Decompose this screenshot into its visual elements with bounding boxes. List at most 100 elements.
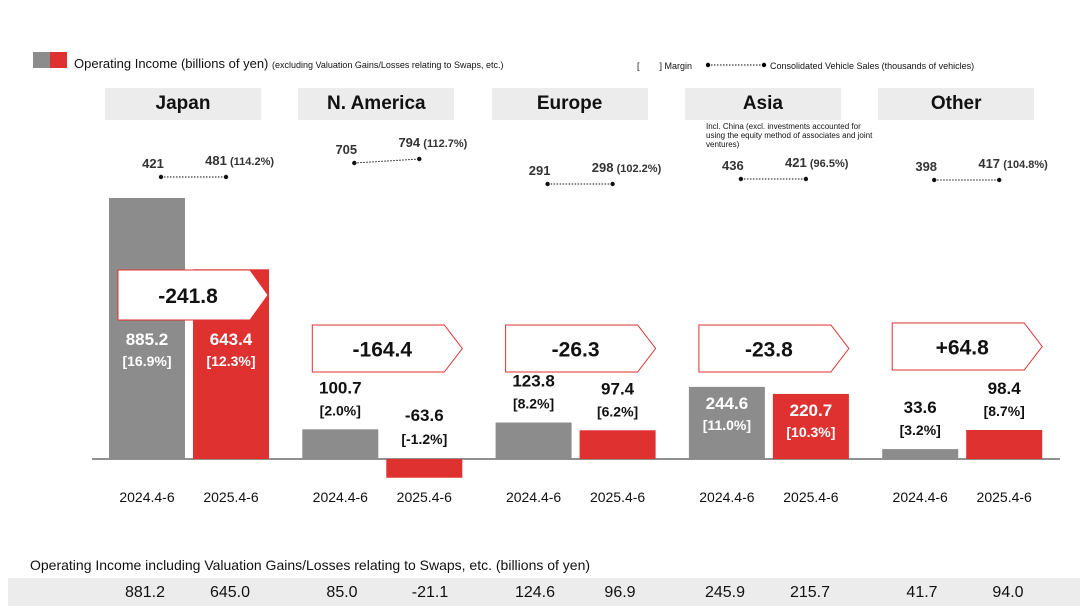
region-header: Other	[878, 88, 1035, 120]
sales-ratio: (104.8%)	[1003, 159, 1048, 171]
change-value: -26.3	[552, 339, 600, 362]
region-header: Asia	[684, 88, 841, 120]
value-label: 643.4	[210, 330, 253, 349]
value-label: 123.8	[512, 371, 555, 390]
bar-2025.4-6	[966, 429, 1043, 459]
bottom-value: 215.7	[789, 584, 831, 601]
change-arrow	[891, 322, 1043, 371]
value-label: 33.6	[904, 398, 937, 417]
legend-margin: [ ] Margin	[637, 61, 692, 71]
margin-bracket: [	[637, 61, 640, 71]
legend-sales: Consolidated Vehicle Sales (thousands of…	[770, 61, 975, 71]
change-arrow	[117, 269, 269, 321]
bar-2024.4-6	[302, 429, 379, 459]
margin-label: [3.2%]	[900, 422, 941, 438]
bottom-row-band	[8, 578, 1080, 606]
category-label: 2025.4-6	[590, 489, 645, 505]
margin-label: [10.3%]	[786, 424, 835, 440]
margin-label: [8.2%]	[513, 395, 554, 411]
sales-dot	[803, 176, 809, 182]
bar-2024.4-6	[109, 198, 185, 459]
sales-dot	[610, 181, 615, 187]
bar-2024.4-6	[688, 386, 765, 459]
category-label: 2024.4-6	[506, 489, 561, 505]
legend-operating-income: Operating Income (billions of yen) (excl…	[74, 56, 503, 71]
category-label: 2024.4-6	[119, 489, 174, 505]
category-label: 2024.4-6	[699, 489, 754, 505]
sales-dot	[738, 176, 744, 182]
bar-2025.4-6	[386, 459, 463, 478]
bottom-value: 245.9	[704, 584, 746, 601]
sales-current: 298	[592, 160, 614, 175]
sales-prior: 436	[722, 158, 744, 173]
value-label: 244.6	[706, 394, 749, 413]
legend-text: Operating Income (billions of yen)	[74, 56, 269, 71]
bottom-value: 94.0	[992, 584, 1024, 601]
margin-label: [6.2%]	[597, 403, 638, 419]
category-label: 2025.4-6	[203, 489, 258, 505]
bottom-row-label: Operating Income including Valuation Gai…	[30, 557, 591, 573]
sales-prior: 705	[335, 142, 357, 157]
bottom-value: 96.9	[604, 584, 636, 601]
margin-label: ] Margin	[659, 61, 693, 71]
asia-note: Incl. China (excl. investments accounted…	[706, 122, 873, 149]
margin-label: [2.0%]	[320, 402, 361, 418]
value-label: 97.4	[601, 379, 635, 398]
region-header: Japan	[105, 88, 261, 120]
sales-ratio: (102.2%)	[617, 163, 662, 175]
sales-dot	[417, 156, 422, 162]
value-label: 220.7	[790, 401, 833, 420]
bottom-value: 41.7	[906, 584, 938, 601]
bottom-value: 85.0	[326, 584, 358, 601]
margin-label: [8.7%]	[984, 403, 1025, 419]
sales-ratio: (112.7%)	[423, 138, 467, 150]
legend-sales-line-icon	[705, 62, 767, 68]
sales-prior: 421	[142, 156, 164, 171]
sales-current: 481	[205, 153, 227, 168]
bar-chart: 885.2 [16.9%] 2024.4-6 643.4 [12.3%] 2025.4-6…	[92, 135, 1060, 505]
sales-dot	[352, 160, 357, 166]
change-arrow	[698, 324, 850, 373]
sales-dot	[997, 177, 1002, 183]
sales-prior: 398	[915, 159, 937, 174]
value-label: 98.4	[988, 379, 1022, 398]
margin-label: [16.9%]	[122, 353, 171, 369]
category-label: 2025.4-6	[397, 489, 452, 505]
change-value: -241.8	[158, 285, 218, 308]
value-label: 885.2	[126, 330, 169, 349]
region-header: N. America	[298, 88, 455, 120]
change-value: +64.8	[936, 337, 989, 360]
sales-current: 794	[398, 135, 420, 150]
bar-2024.4-6	[882, 449, 959, 459]
sales-current: 417	[978, 156, 1000, 171]
sales-dot	[545, 181, 550, 187]
change-value: -23.8	[745, 339, 793, 362]
sales-ratio: (96.5%)	[810, 158, 849, 170]
legend-swatch-prior	[33, 52, 50, 68]
margin-label: [12.3%]	[206, 353, 255, 369]
region-header: Europe	[491, 88, 648, 120]
category-label: 2025.4-6	[783, 489, 838, 505]
sales-ratio: (114.2%)	[230, 156, 274, 168]
value-label: -63.6	[405, 406, 444, 425]
sales-dot	[158, 174, 164, 180]
bottom-value: -21.1	[411, 584, 449, 601]
change-arrow	[311, 324, 463, 373]
sales-prior: 291	[529, 163, 551, 178]
legend-note: (excluding Valuation Gains/Losses relati…	[272, 60, 504, 70]
bottom-value: 881.2	[124, 584, 166, 601]
margin-label: [-1.2%]	[401, 431, 447, 447]
bar-2024.4-6	[495, 422, 572, 459]
category-label: 2024.4-6	[893, 489, 948, 505]
bottom-value: 645.0	[209, 584, 251, 601]
bar-2025.4-6	[772, 393, 849, 459]
value-label: 100.7	[319, 378, 362, 397]
bottom-value: 124.6	[514, 584, 556, 601]
category-label: 2024.4-6	[313, 489, 368, 505]
sales-current: 421	[785, 155, 807, 170]
sales-dot	[223, 174, 229, 180]
change-arrow	[505, 324, 657, 373]
margin-label: [11.0%]	[703, 417, 751, 433]
bar-2025.4-6	[579, 430, 656, 459]
